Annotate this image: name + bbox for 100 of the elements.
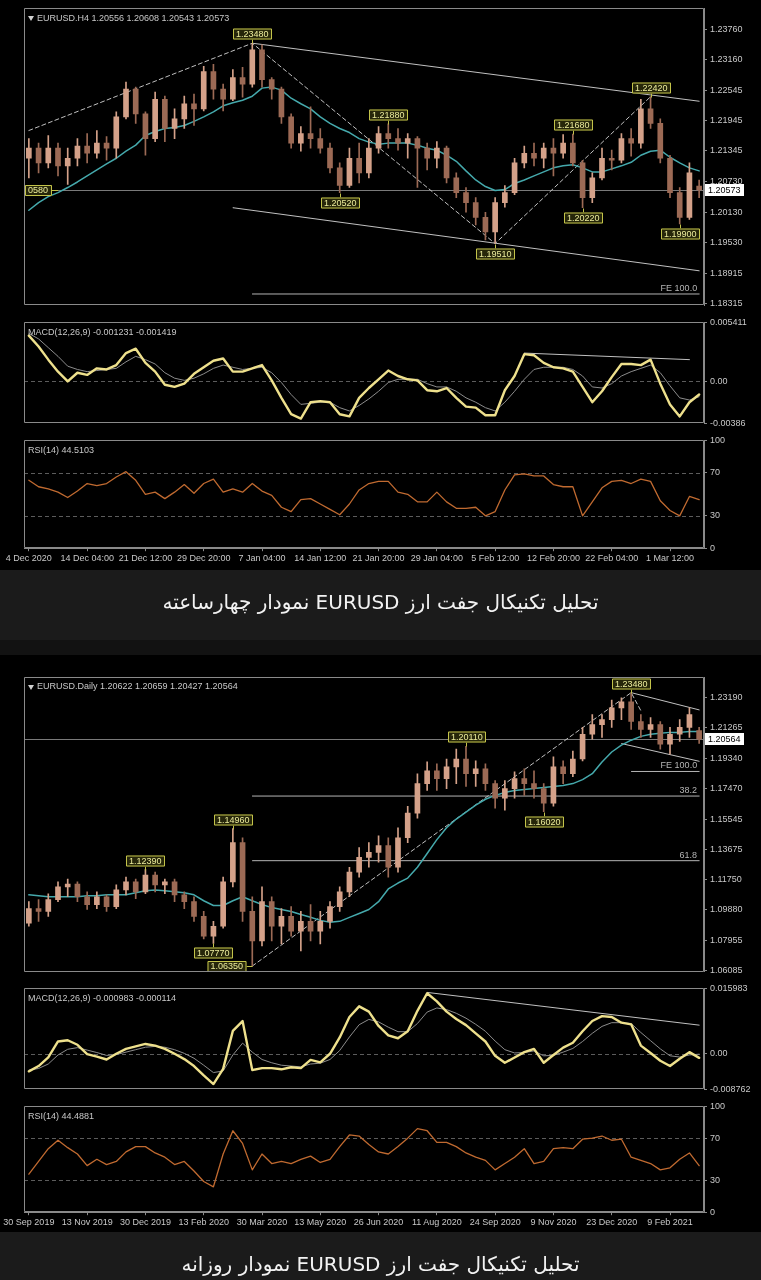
x-tick-label: 21 Dec 12:00 [118, 553, 173, 564]
text: EURUSD.Daily 1.20622 1.20659 1.20427 1.20564 [37, 681, 238, 692]
x-tick-label: 1 Mar 12:00 [645, 553, 695, 564]
candlestick [531, 770, 537, 799]
candlestick [608, 149, 615, 171]
y-tick-label: 1.20730 [710, 176, 743, 187]
text: 1.20520 [324, 197, 357, 208]
candlestick [696, 179, 702, 198]
y-tick-label: 1.19530 [710, 237, 743, 248]
x-tick-label: 23 Dec 2020 [586, 1217, 638, 1228]
y-tick-label: 1.21345 [710, 145, 743, 156]
x-tick-label: 7 Jan 04:00 [238, 553, 286, 564]
text: 1.07770 [197, 947, 230, 958]
x-tick-label: 11 Aug 2020 [411, 1217, 462, 1228]
x-tick-label: 29 Jan 04:00 [410, 553, 463, 564]
candlestick [521, 768, 528, 796]
y-tick-label: 30 [710, 1174, 721, 1185]
candlestick [385, 123, 392, 149]
text: 1.16020 [528, 816, 561, 827]
series-label: FE 100.0 [660, 282, 698, 293]
y-tick-label: 1.23190 [710, 691, 743, 702]
y-tick-label: 1.19340 [710, 753, 743, 764]
y-tick-label: 1.17470 [710, 783, 743, 794]
x-tick-label: 13 Nov 2019 [61, 1217, 113, 1228]
series-label: FE 100.0 [660, 760, 698, 771]
y-tick-label: 0 [710, 542, 716, 553]
x-tick-label: 14 Dec 04:00 [60, 553, 114, 564]
y-tick-label: 1.11750 [710, 874, 742, 885]
text: 1.23480 [615, 678, 648, 689]
y-tick-label: -0.008762 [710, 1084, 751, 1095]
candlestick [64, 147, 71, 185]
y-tick-label: 70 [710, 467, 721, 478]
text: RSI(14) 44.5103 [28, 444, 95, 455]
series-label: 38.2 [679, 785, 698, 796]
ref-line-label: 1.20564 [708, 733, 741, 744]
y-tick-label: 1.23160 [710, 53, 743, 64]
text: 1.20220 [567, 212, 600, 223]
x-tick-label: 21 Jan 20:00 [352, 553, 405, 564]
text: 1.12390 [129, 855, 162, 866]
y-tick-label: 1.21265 [710, 722, 743, 733]
text: تحلیل تکنیکال جفت ارز EURUSD نمودار چهارساعته [0, 570, 761, 640]
text: 1.22420 [635, 82, 668, 93]
candlestick [628, 128, 634, 157]
y-tick-label: 1.23760 [710, 23, 743, 34]
candlestick [404, 133, 411, 159]
text: 1.06350 [210, 961, 244, 972]
text: MACD(12,26,9) -0.001231 -0.001419 [28, 326, 177, 337]
text: 1.20110 [451, 731, 483, 742]
y-tick-label: 1.22545 [710, 84, 743, 95]
y-tick-label: 30 [710, 510, 721, 521]
candlestick [395, 128, 401, 151]
text: 1.21680 [557, 119, 590, 130]
y-tick-label: 1.18915 [710, 268, 743, 279]
y-tick-label: -0.00386 [710, 418, 746, 429]
y-tick-label: 0.00 [710, 375, 728, 386]
text: RSI(14) 44.4881 [28, 1110, 95, 1121]
candlestick [64, 878, 71, 898]
candlestick [366, 842, 372, 868]
text: 1.23480 [236, 28, 269, 39]
x-tick-label: 24 Sep 2020 [469, 1217, 521, 1228]
y-tick-label: 1.06085 [710, 964, 743, 975]
x-tick-label: 9 Nov 2020 [530, 1217, 577, 1228]
x-tick-label: 30 Sep 2019 [3, 1217, 55, 1228]
x-tick-label: 13 May 2020 [294, 1217, 347, 1228]
x-tick-label: 14 Jan 12:00 [294, 553, 347, 564]
text: 1.21880 [372, 109, 405, 120]
x-tick-label: 12 Feb 20:00 [526, 553, 580, 564]
y-tick-label: 0.015983 [710, 982, 748, 993]
y-tick-label: 1.13675 [710, 843, 743, 854]
text: 1.19900 [664, 228, 697, 239]
text: EURUSD.H4 1.20556 1.20608 1.20543 1.20573 [37, 12, 230, 23]
y-tick-label: 1.21945 [710, 115, 743, 126]
text: 1.19510 [479, 248, 512, 259]
ref-line-label: 1.20573 [708, 184, 741, 195]
x-tick-label: 26 Jun 2020 [353, 1217, 404, 1228]
x-tick-label: 22 Feb 04:00 [585, 553, 639, 564]
y-tick-label: 70 [710, 1132, 721, 1143]
y-tick-label: 1.09880 [710, 904, 743, 915]
y-tick-label: 1.15545 [710, 813, 743, 824]
y-tick-label: 0.005411 [710, 316, 747, 327]
x-tick-label: 4 Dec 2020 [5, 553, 52, 564]
x-tick-label: 13 Feb 2020 [178, 1217, 229, 1228]
x-tick-label: 30 Dec 2019 [119, 1217, 171, 1228]
annotation: 0580 [28, 185, 49, 196]
candlestick [191, 93, 197, 126]
y-tick-label: 1.07955 [710, 934, 743, 945]
x-tick-label: 9 Feb 2021 [647, 1217, 693, 1228]
text: تحلیل تکنیکال جفت ارز EURUSD نمودار روزانه [0, 1232, 761, 1280]
x-tick-label: 5 Feb 12:00 [471, 553, 520, 564]
y-tick-label: 100 [710, 434, 726, 445]
candlestick [599, 714, 605, 738]
y-tick-label: 0.00 [710, 1048, 728, 1059]
y-tick-label: 1.20130 [710, 206, 743, 217]
text: MACD(12,26,9) -0.000983 -0.000114 [28, 992, 176, 1003]
x-tick-label: 30 Mar 2020 [236, 1217, 288, 1228]
y-tick-label: 100 [710, 1100, 726, 1111]
candlestick [472, 760, 479, 787]
series-label: 61.8 [679, 849, 698, 860]
x-tick-label: 29 Dec 20:00 [176, 553, 231, 564]
y-tick-label: 1.18315 [710, 298, 743, 309]
